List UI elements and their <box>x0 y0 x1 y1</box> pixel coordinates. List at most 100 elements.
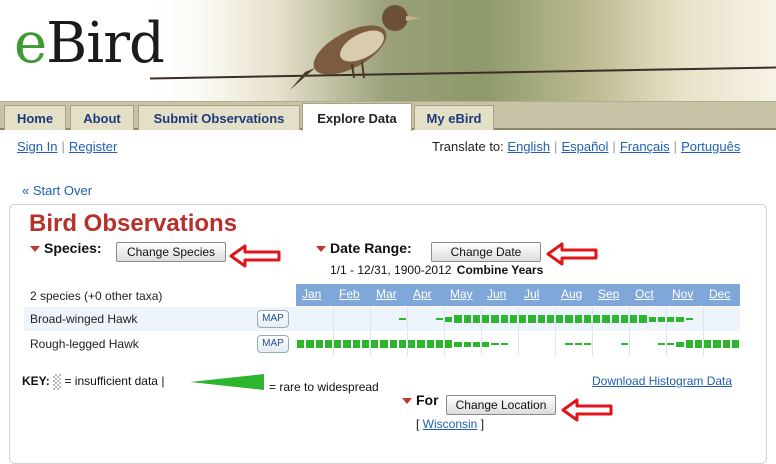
histogram-bar <box>297 340 305 348</box>
red-arrow-icon <box>561 398 613 422</box>
histogram <box>296 332 740 356</box>
month-link[interactable]: Oct <box>635 287 654 301</box>
species-label[interactable]: Species: <box>30 240 102 256</box>
histogram-bar <box>620 343 628 345</box>
month-link[interactable]: Mar <box>376 287 397 301</box>
change-date-button[interactable]: Change Date <box>431 242 541 262</box>
histogram-bar <box>408 340 416 348</box>
map-button[interactable]: MAP <box>257 335 289 353</box>
month-divider <box>444 307 445 331</box>
lang-francais-link[interactable]: Français <box>619 139 670 154</box>
month-divider <box>703 307 704 331</box>
month-divider <box>703 332 704 356</box>
month-link[interactable]: Sep <box>598 287 620 301</box>
histogram-bar <box>454 341 462 347</box>
histogram-bar <box>324 340 332 348</box>
month-divider <box>333 332 334 356</box>
histogram-bar <box>574 315 582 323</box>
histogram-bar <box>574 343 582 345</box>
histogram-bar <box>509 315 517 323</box>
histogram-bar <box>417 340 425 348</box>
month-divider <box>370 332 371 356</box>
month-link[interactable]: Aug <box>561 287 583 301</box>
table-row: Rough-legged Hawk MAP <box>24 332 740 356</box>
histogram-bar <box>676 316 684 322</box>
key-label: KEY: <box>22 374 50 389</box>
month-divider <box>666 307 667 331</box>
separator: | <box>61 139 65 154</box>
table-row: Broad-winged Hawk MAP <box>24 307 740 331</box>
month-link[interactable]: Dec <box>709 287 731 301</box>
month-link[interactable]: Jan <box>302 287 322 301</box>
month-divider <box>518 332 519 356</box>
month-divider <box>370 307 371 331</box>
histogram-bar <box>657 316 665 322</box>
histogram-bar <box>463 341 471 347</box>
lang-english-link[interactable]: English <box>507 139 551 154</box>
tab-explore-data[interactable]: Explore Data <box>302 103 412 131</box>
tab-about[interactable]: About <box>70 105 134 130</box>
histogram-bar <box>491 315 499 323</box>
histogram-bar <box>315 340 323 348</box>
map-button[interactable]: MAP <box>257 310 289 328</box>
rare-to-widespread-wedge <box>190 374 264 390</box>
page-title: Bird Observations <box>29 210 238 237</box>
month-link[interactable]: Jul <box>524 287 540 301</box>
histogram-bar <box>593 315 601 323</box>
translate-label: Translate to: <box>432 139 504 154</box>
lang-portugues-link[interactable]: Português <box>681 139 741 154</box>
histogram <box>296 307 740 331</box>
collapse-triangle-icon <box>30 246 40 253</box>
month-divider <box>629 332 630 356</box>
account-links: Sign In | Register <box>17 139 117 154</box>
translate-bar: Translate to: English | Español | Français | P… <box>432 139 741 154</box>
histogram-bar <box>306 340 314 348</box>
species-count: 2 species (+0 other taxa) <box>30 289 163 303</box>
histogram-bar <box>482 315 490 323</box>
register-link[interactable]: Register <box>68 139 118 154</box>
red-arrow-icon <box>546 242 598 266</box>
tab-my-ebird[interactable]: My eBird <box>414 105 494 130</box>
date-mode: Combine Years <box>456 263 544 277</box>
sign-in-link[interactable]: Sign In <box>17 139 58 154</box>
change-species-button[interactable]: Change Species <box>116 242 226 262</box>
histogram-bar <box>583 343 591 345</box>
change-location-button[interactable]: Change Location <box>446 395 556 415</box>
histogram-bar <box>500 315 508 323</box>
histogram-bar <box>454 315 462 323</box>
month-link[interactable]: May <box>450 287 473 301</box>
histogram-bar <box>435 318 443 320</box>
month-link[interactable]: Feb <box>339 287 360 301</box>
histogram-bar <box>343 340 351 348</box>
histogram-bar <box>361 340 369 348</box>
month-link[interactable]: Apr <box>413 287 432 301</box>
histogram-bar <box>704 340 712 348</box>
histogram-bar <box>722 340 730 348</box>
location-label[interactable]: For <box>402 392 439 408</box>
histogram-bar <box>445 316 453 322</box>
start-over-link[interactable]: « Start Over <box>22 183 93 198</box>
date-range-label[interactable]: Date Range: <box>316 240 412 256</box>
histogram-bar <box>435 340 443 348</box>
month-divider <box>666 332 667 356</box>
histogram-bar <box>583 315 591 323</box>
month-link[interactable]: Nov <box>672 287 694 301</box>
month-link[interactable]: Jun <box>487 287 507 301</box>
tab-submit-observations[interactable]: Submit Observations <box>138 105 300 130</box>
ebird-logo[interactable]: eBird <box>14 11 165 76</box>
histogram-bar <box>445 340 453 348</box>
header-banner: eBird <box>0 0 776 101</box>
collapse-triangle-icon <box>402 398 412 405</box>
histogram-bar <box>556 315 564 323</box>
collapse-triangle-icon <box>316 246 326 253</box>
month-divider <box>481 307 482 331</box>
histogram-bar <box>694 340 702 348</box>
tab-home[interactable]: Home <box>4 105 66 130</box>
lang-espanol-link[interactable]: Español <box>561 139 609 154</box>
histogram-bar <box>352 340 360 348</box>
histogram-bar <box>565 343 573 345</box>
species-name[interactable]: Broad-winged Hawk <box>30 312 138 326</box>
location-link[interactable]: Wisconsin <box>422 417 478 431</box>
species-name[interactable]: Rough-legged Hawk <box>30 337 139 351</box>
download-histogram-link[interactable]: Download Histogram Data <box>592 374 733 388</box>
